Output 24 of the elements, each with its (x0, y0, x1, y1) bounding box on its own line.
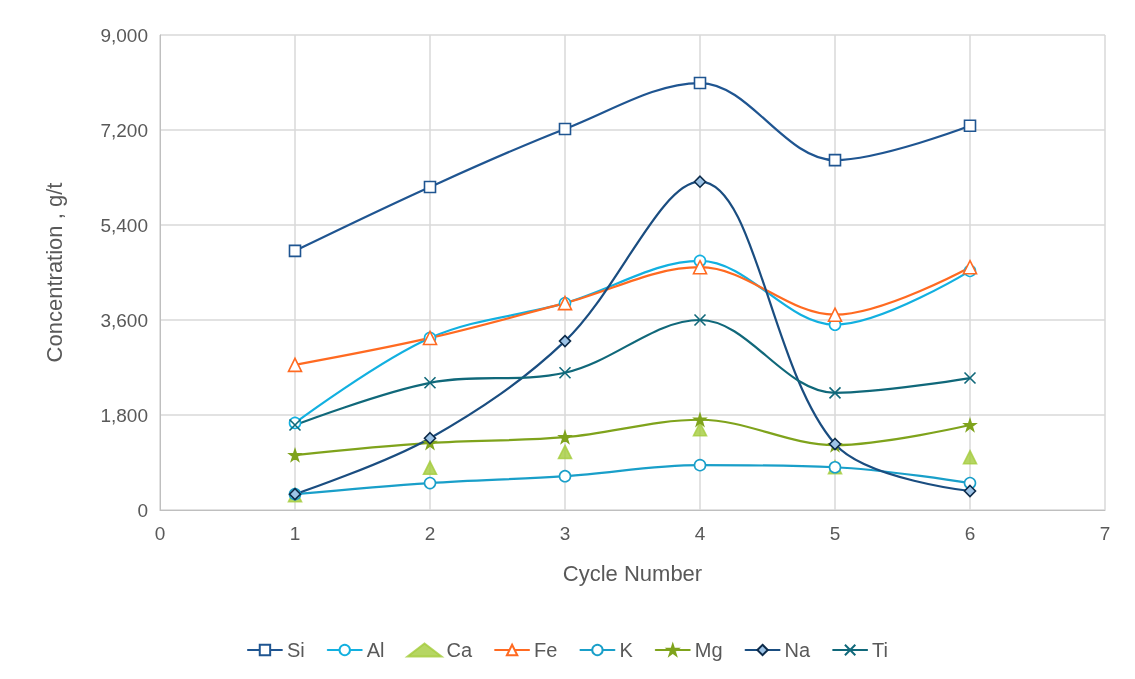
y-tick-label: 3,600 (100, 309, 148, 331)
y-axis-title: Concentration , g/t (41, 182, 67, 363)
legend-label: Si (286, 639, 305, 661)
legend-label: K (619, 639, 634, 661)
x-tick-label: 3 (559, 523, 571, 544)
y-tick-label: 1,800 (100, 404, 148, 426)
x-tick-label: 4 (694, 523, 706, 544)
y-tick-label: 5,400 (100, 214, 148, 236)
x-tick-label: 2 (424, 523, 436, 544)
legend-label: Na (784, 639, 811, 661)
y-tick-label: 9,000 (100, 24, 148, 46)
legend-label: Mg (694, 639, 723, 661)
legend-label: Ti (872, 639, 889, 661)
legend-label: Fe (534, 639, 558, 661)
x-tick-label: 6 (964, 523, 976, 544)
x-tick-label: 5 (829, 523, 841, 544)
legend-label: Al (366, 639, 385, 661)
y-tick-label: 0 (137, 499, 148, 521)
x-axis-title: Cycle Number (562, 560, 703, 586)
x-tick-label: 0 (154, 523, 166, 544)
x-tick-label: 1 (289, 523, 301, 544)
y-tick-label: 7,200 (100, 119, 148, 141)
legend-label: Ca (446, 639, 473, 661)
x-tick-label: 7 (1099, 523, 1111, 544)
